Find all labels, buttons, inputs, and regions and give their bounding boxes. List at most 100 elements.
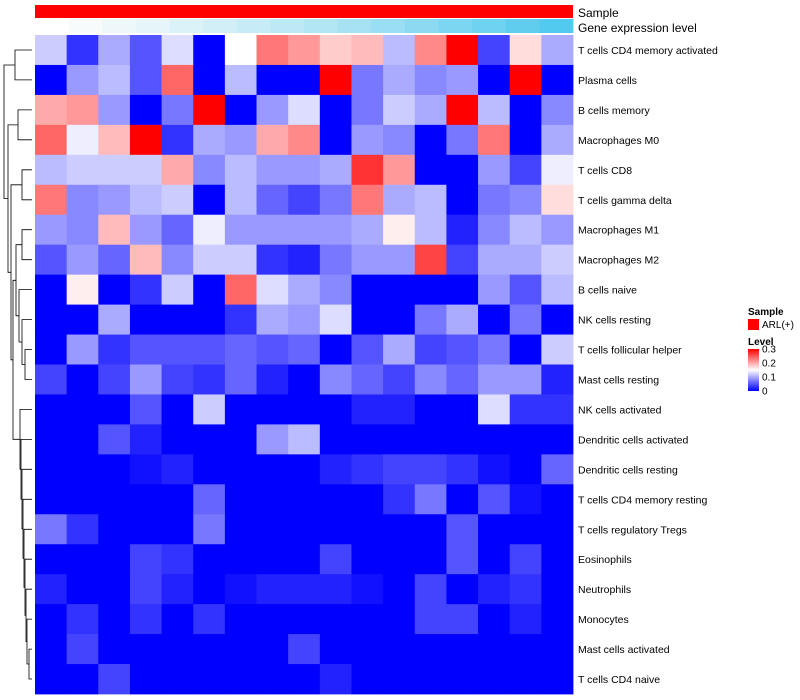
- heatmap-cell-r5-c14: [478, 184, 511, 216]
- heatmap-cell-r12-c13: [446, 394, 479, 425]
- heatmap-cell-r0-c14: [478, 35, 511, 66]
- heatmap-cell-r6-c1: [66, 214, 99, 246]
- heatmap-cell-r6-c5: [193, 214, 226, 246]
- heatmap-cell-r16-c13: [446, 514, 479, 545]
- heatmap-cell-r21-c8: [288, 664, 321, 695]
- annotation-cell-expression: [337, 19, 372, 33]
- heatmap-cell-r12-c11: [383, 394, 416, 425]
- heatmap-cell-r5-c7: [256, 184, 289, 216]
- heatmap-cell-r21-c9: [319, 664, 352, 695]
- heatmap-cell-r7-c10: [351, 244, 384, 276]
- annotation-cell-expression: [135, 19, 170, 33]
- heatmap-cell-r9-c4: [161, 304, 194, 335]
- annotation-cell-expression: [169, 19, 204, 33]
- heatmap-cell-r7-c8: [288, 244, 321, 276]
- heatmap-cell-r21-c3: [129, 664, 162, 695]
- heatmap-cell-r9-c2: [98, 304, 131, 335]
- heatmap-cell-r2-c11: [383, 94, 416, 126]
- heatmap-cell-r17-c10: [351, 544, 384, 575]
- heatmap-cell-r11-c16: [541, 364, 574, 395]
- heatmap-cell-r3-c3: [129, 124, 162, 156]
- heatmap-cell-r1-c8: [288, 64, 321, 96]
- heatmap-cell-r11-c2: [98, 364, 131, 395]
- heatmap-cell-r18-c1: [66, 574, 99, 605]
- heatmap-cell-r11-c10: [351, 364, 384, 395]
- annotation-cell-expression: [371, 19, 406, 33]
- heatmap-cell-r9-c10: [351, 304, 384, 335]
- heatmap-cell-r14-c3: [129, 454, 162, 485]
- heatmap-cell-r17-c3: [129, 544, 162, 575]
- heatmap-cell-r19-c1: [66, 604, 99, 635]
- legend-level-tick: 0.1: [762, 373, 776, 384]
- heatmap-cell-r18-c8: [288, 574, 321, 605]
- heatmap-cell-r15-c13: [446, 484, 479, 515]
- heatmap-cell-r13-c3: [129, 424, 162, 455]
- heatmap-cell-r3-c9: [319, 124, 352, 156]
- heatmap-cell-r20-c4: [161, 634, 194, 665]
- heatmap-cell-r17-c14: [478, 544, 511, 575]
- heatmap-cell-r15-c15: [509, 484, 542, 515]
- heatmap-cell-r0-c2: [98, 35, 131, 66]
- heatmap-cell-r3-c10: [351, 124, 384, 156]
- heatmap-cell-r21-c11: [383, 664, 416, 695]
- heatmap-cell-r18-c11: [383, 574, 416, 605]
- legend-sample-swatch: [748, 319, 759, 330]
- heatmap-cell-r8-c2: [98, 274, 131, 305]
- heatmap-cell-r5-c0: [35, 184, 68, 216]
- heatmap-cell-r0-c13: [446, 35, 479, 66]
- heatmap-cell-r20-c8: [288, 634, 321, 665]
- heatmap-cell-r20-c7: [256, 634, 289, 665]
- annotation-cell-expression: [472, 19, 507, 33]
- heatmap-cell-r0-c0: [35, 35, 68, 66]
- heatmap-cell-r0-c16: [541, 35, 574, 66]
- dendrogram-branch: [21, 169, 32, 201]
- row-label: T cells CD4 memory resting: [578, 494, 707, 506]
- heatmap-cell-r14-c5: [193, 454, 226, 485]
- heatmap-cell-r11-c14: [478, 364, 511, 395]
- heatmap-cell-r9-c0: [35, 304, 68, 335]
- annotation-cell-expression: [236, 19, 271, 33]
- heatmap-cell-r0-c6: [224, 35, 257, 66]
- heatmap-cell-r10-c10: [351, 334, 384, 365]
- annotation-cell-expression: [438, 19, 473, 33]
- legend-sample-title: Sample: [748, 307, 784, 318]
- heatmap-cell-r14-c8: [288, 454, 321, 485]
- heatmap-cell-r13-c16: [541, 424, 574, 455]
- dendrogram-branch: [26, 618, 32, 665]
- heatmap-cell-r14-c4: [161, 454, 194, 485]
- heatmap-cell-r13-c1: [66, 424, 99, 455]
- heatmap-cell-r7-c12: [414, 244, 447, 276]
- heatmap-cell-r10-c8: [288, 334, 321, 365]
- heatmap-cell-r10-c5: [193, 334, 226, 365]
- legend: Sample ARL(+) Level 0.3 0.2 0.1 0: [748, 307, 794, 398]
- heatmap-cell-r16-c15: [509, 514, 542, 545]
- heatmap-cell-r2-c16: [541, 94, 574, 126]
- heatmap-cell-r8-c1: [66, 274, 99, 305]
- heatmap-cell-r7-c0: [35, 244, 68, 276]
- heatmap-cell-r10-c7: [256, 334, 289, 365]
- heatmap-cell-r1-c12: [414, 64, 447, 96]
- heatmap-cell-r17-c5: [193, 544, 226, 575]
- heatmap-cell-r19-c10: [351, 604, 384, 635]
- heatmap-cell-r8-c3: [129, 274, 162, 305]
- heatmap-cell-r2-c10: [351, 94, 384, 126]
- heatmap-cell-r11-c5: [193, 364, 226, 395]
- heatmap-cell-r19-c15: [509, 604, 542, 635]
- heatmap-cell-r4-c5: [193, 154, 226, 186]
- heatmap-cell-r1-c14: [478, 64, 511, 96]
- row-label: B cells memory: [578, 105, 651, 117]
- heatmap-cell-r1-c9: [319, 64, 352, 96]
- heatmap-cell-r3-c5: [193, 124, 226, 156]
- heatmap-cell-r18-c10: [351, 574, 384, 605]
- heatmap-cell-r19-c13: [446, 604, 479, 635]
- annotation-cell-expression: [35, 19, 70, 33]
- row-label: T cells CD4 memory activated: [578, 45, 718, 57]
- heatmap-cell-r15-c7: [256, 484, 289, 515]
- annotation-cell-expression: [68, 19, 103, 33]
- heatmap-cell-r20-c16: [541, 634, 574, 665]
- heatmap-cell-r6-c4: [161, 214, 194, 246]
- heatmap-cell-r0-c4: [161, 35, 194, 66]
- heatmap-cell-r19-c4: [161, 604, 194, 635]
- heatmap-cell-r13-c0: [35, 424, 68, 455]
- heatmap-cell-r20-c1: [66, 634, 99, 665]
